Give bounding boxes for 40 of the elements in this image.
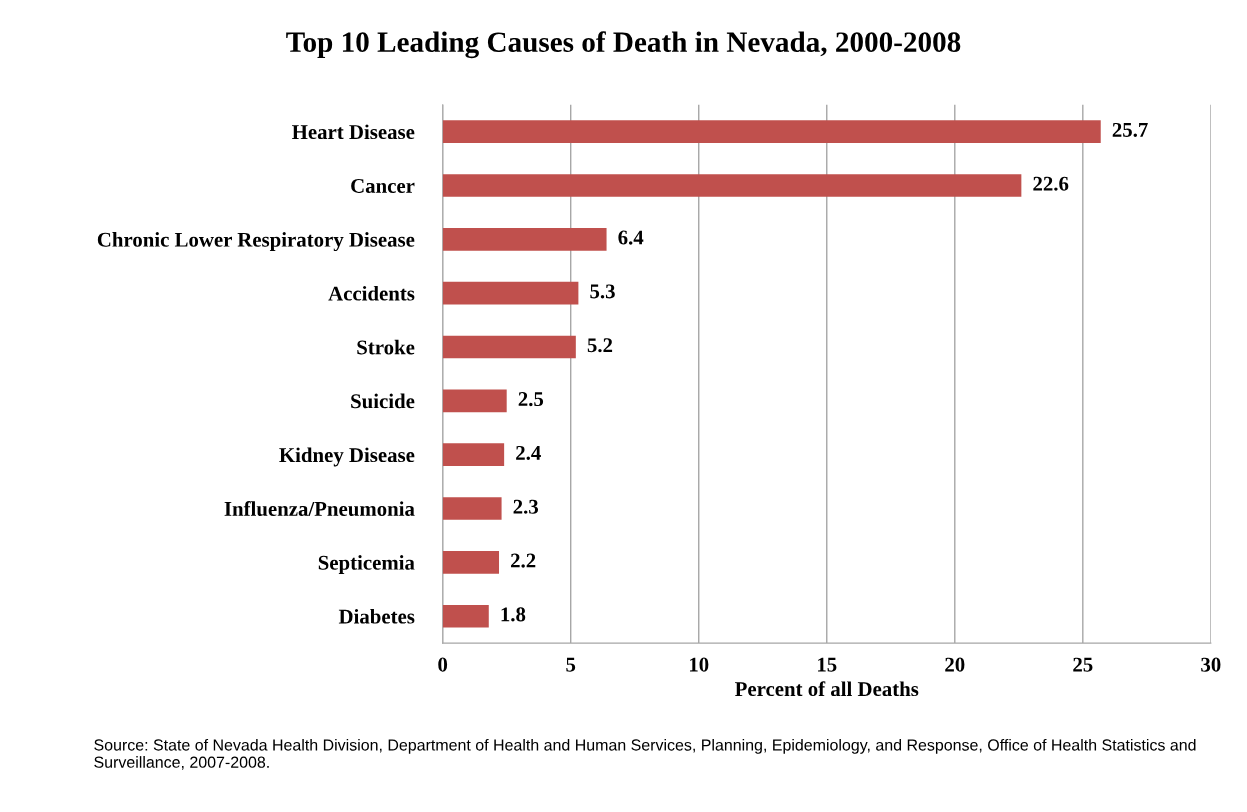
bar [442, 281, 579, 305]
y-tick-label: Suicide [351, 393, 415, 409]
data-label: 2.5 [518, 392, 544, 407]
data-label: 22.6 [1033, 176, 1069, 191]
y-tick-label: Heart Disease [292, 124, 415, 140]
bar [442, 497, 502, 520]
y-tick-label: Kidney Disease [279, 447, 415, 467]
data-label: 2.2 [511, 553, 536, 568]
y-tick-label: Accidents [328, 285, 415, 301]
x-tick-label: 25 [1073, 657, 1093, 672]
y-tick-label: Influenza/Pneumonia [224, 501, 415, 516]
bar [442, 443, 505, 466]
bar [442, 389, 507, 413]
source-note: Source: State of Nevada Health Division, Department of Health and Human Services, Planning, Epidemiology, and Response, Office of Health Statistics and Surveillance, 2007-2008. [94, 738, 1196, 770]
y-tick-label: Diabetes [338, 608, 415, 624]
bar [442, 335, 576, 359]
data-label: 2.4 [516, 445, 541, 460]
y-tick-label: Cancer [351, 178, 415, 193]
x-tick-label: 15 [818, 657, 837, 672]
y-tick-label: Chronic Lower Respiratory Disease [97, 232, 415, 252]
data-label: 5.3 [590, 284, 615, 299]
x-axis-title: Percent of all Deaths [735, 681, 919, 697]
x-tick-label: 20 [945, 657, 965, 672]
data-label: 6.4 [618, 230, 644, 245]
bar [442, 604, 489, 628]
data-label: 1.8 [501, 607, 526, 622]
chart-title: Top 10 Leading Causes of Death in Nevada, 2000-2008 [286, 31, 961, 59]
x-tick-label: 30 [1201, 657, 1221, 672]
bar [442, 174, 1022, 197]
y-tick-label: Stroke [357, 339, 415, 355]
x-tick-label: 10 [689, 657, 709, 672]
data-label: 5.2 [587, 338, 613, 353]
data-label: 2.3 [513, 499, 539, 514]
y-tick-label: Septicemia [318, 555, 415, 575]
x-tick-label: 5 [566, 657, 576, 672]
bar [442, 228, 607, 251]
data-label: 25.7 [1112, 122, 1148, 137]
bar [442, 551, 500, 574]
bar [442, 120, 1101, 143]
x-tick-label: 0 [438, 657, 448, 672]
